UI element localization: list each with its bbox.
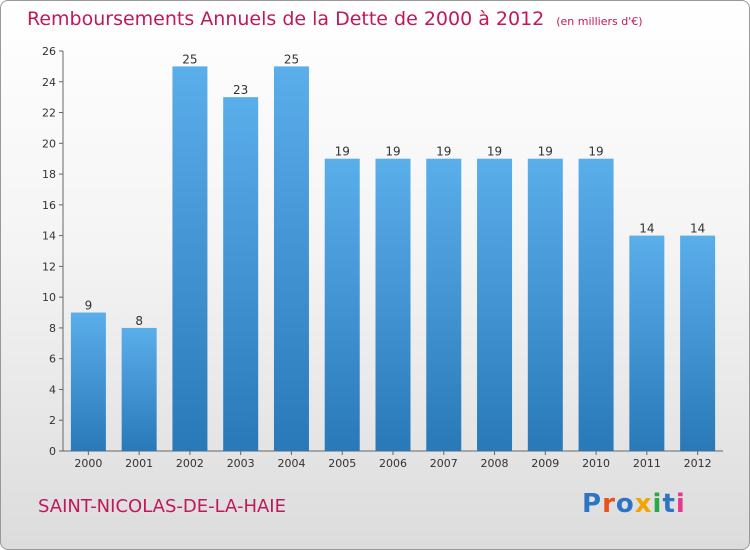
- y-tick-label: 12: [42, 260, 56, 273]
- y-tick-label: 22: [42, 107, 56, 120]
- logo-letter: x: [634, 489, 653, 519]
- bar: [578, 158, 614, 451]
- y-tick-label: 26: [42, 45, 56, 58]
- chart-title: Remboursements Annuels de la Dette de 20…: [27, 8, 643, 30]
- y-tick-label: 24: [42, 76, 56, 89]
- x-tick-label: 2000: [74, 457, 102, 470]
- x-tick-label: 2012: [684, 457, 712, 470]
- bar: [426, 158, 462, 451]
- chart-title-text: Remboursements Annuels de la Dette de 20…: [27, 8, 545, 30]
- data-label: 19: [538, 145, 553, 159]
- y-tick-label: 14: [42, 230, 56, 243]
- x-tick-label: 2009: [531, 457, 559, 470]
- data-label: 19: [335, 145, 350, 159]
- bar: [324, 158, 360, 451]
- data-label: 14: [690, 222, 705, 236]
- data-label: 9: [85, 299, 93, 313]
- bar: [375, 158, 411, 451]
- y-tick-label: 16: [42, 199, 56, 212]
- data-label: 19: [385, 145, 400, 159]
- logo-letter: r: [602, 489, 616, 519]
- y-tick-label: 4: [49, 383, 56, 396]
- y-tick-label: 10: [42, 291, 56, 304]
- data-label: 25: [284, 52, 299, 66]
- logo-letter: i: [652, 489, 663, 519]
- x-tick-label: 2003: [227, 457, 255, 470]
- bar: [477, 158, 513, 451]
- bar: [223, 97, 259, 452]
- data-label: 14: [639, 222, 654, 236]
- data-label: 19: [487, 145, 502, 159]
- logo-letter: i: [675, 489, 686, 519]
- bar: [527, 158, 563, 451]
- y-tick-label: 6: [49, 353, 56, 366]
- x-tick-label: 2011: [633, 457, 661, 470]
- y-tick-label: 0: [49, 445, 56, 458]
- y-tick-label: 20: [42, 137, 56, 150]
- x-tick-label: 2002: [176, 457, 204, 470]
- logo-letter: o: [615, 489, 635, 519]
- bar: [629, 235, 665, 451]
- data-label: 8: [135, 314, 143, 328]
- logo-letter: P: [582, 489, 603, 519]
- x-tick-label: 2001: [125, 457, 153, 470]
- x-tick-label: 2005: [328, 457, 356, 470]
- data-label: 25: [182, 52, 197, 66]
- y-tick-label: 2: [49, 414, 56, 427]
- commune-name: SAINT-NICOLAS-DE-LA-HAIE: [38, 496, 286, 517]
- bar: [680, 235, 716, 451]
- x-tick-label: 2006: [379, 457, 407, 470]
- x-tick-label: 2008: [481, 457, 509, 470]
- data-label: 19: [436, 145, 451, 159]
- proxiti-logo: Proxiti: [582, 489, 686, 519]
- y-tick-label: 18: [42, 168, 56, 181]
- bar: [70, 312, 106, 451]
- unit-note: (en milliers d'€): [556, 15, 643, 28]
- data-label: 19: [588, 145, 603, 159]
- bar: [172, 66, 208, 451]
- x-tick-label: 2010: [582, 457, 610, 470]
- logo-letter: t: [662, 489, 676, 519]
- x-tick-label: 2007: [430, 457, 458, 470]
- bar: [121, 327, 157, 451]
- bar: [273, 66, 309, 451]
- x-tick-label: 2004: [277, 457, 305, 470]
- y-tick-label: 8: [49, 322, 56, 335]
- data-label: 23: [233, 83, 248, 97]
